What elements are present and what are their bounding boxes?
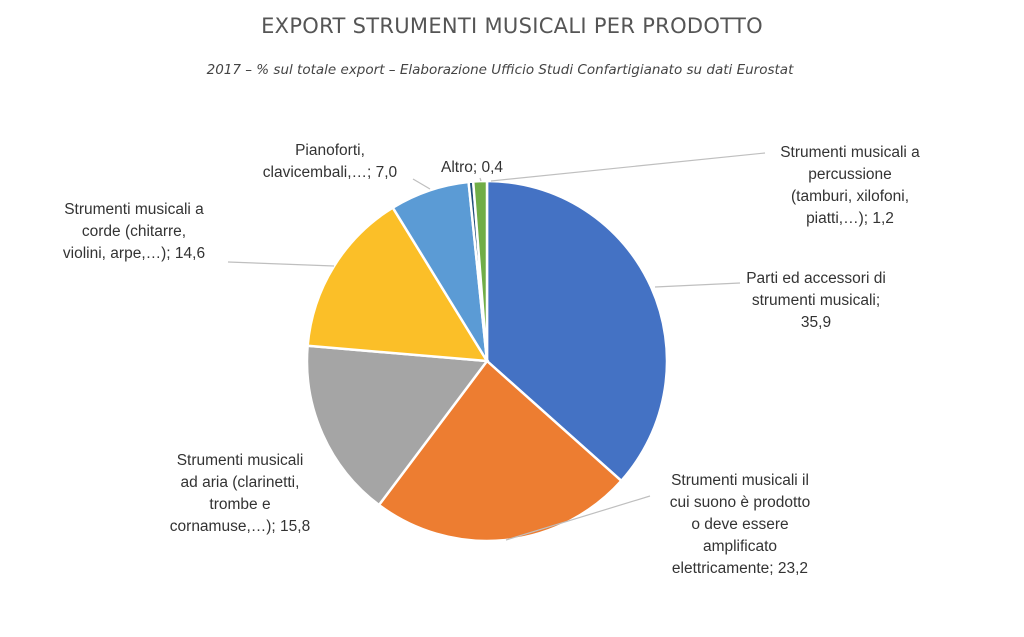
leader-line — [412, 178, 431, 190]
chart-subtitle: 2017 – % sul totale export – Elaborazion… — [206, 62, 794, 78]
data-label: Strumenti musicali il cui suono è prodott… — [670, 472, 810, 577]
chart-title: EXPORT STRUMENTI MUSICALI PER PRODOTTO — [261, 14, 763, 38]
data-label-line: percussione — [808, 166, 892, 183]
data-label: Strumenti musicali ad aria (clarinetti, tr… — [170, 452, 310, 535]
data-label-line: o deve essere — [691, 516, 788, 533]
data-label-line: cornamuse,…); 15,8 — [170, 518, 310, 535]
data-label-line: Parti ed accessori di — [746, 270, 886, 287]
data-label-line: Strumenti musicali — [177, 452, 304, 469]
data-label-line: (tamburi, xilofoni, — [791, 188, 909, 205]
data-label-line: Altro; 0,4 — [441, 159, 503, 176]
data-label-line: clavicembali,…; 7,0 — [263, 164, 398, 181]
data-label-line: Strumenti musicali il — [671, 472, 809, 489]
pie-slice — [471, 179, 489, 362]
pie-slice — [377, 359, 624, 543]
data-label-line: ad aria (clarinetti, — [181, 474, 300, 491]
data-label: Strumenti musicali a percussione (tamburi,… — [780, 144, 920, 227]
data-label-line: trombe e — [209, 496, 270, 513]
leader-line — [505, 495, 651, 541]
data-label-line: elettricamente; 23,2 — [672, 560, 808, 577]
data-label-line: Pianoforti, — [295, 142, 365, 159]
data-label-line: piatti,…); 1,2 — [806, 210, 894, 227]
leader-line — [490, 152, 766, 182]
data-label-line: Strumenti musicali a — [64, 201, 204, 218]
pie-slice — [305, 344, 490, 507]
data-label-line: strumenti musicali; — [752, 292, 880, 309]
data-label: Pianoforti, clavicembali,…; 7,0 — [263, 142, 398, 181]
leader-line — [227, 261, 335, 267]
data-label-line: cui suono è prodotto — [670, 494, 810, 511]
data-label-line: corde (chitarre, — [82, 223, 186, 240]
data-label-line: violini, arpe,…); 14,6 — [63, 245, 205, 262]
pie-slice — [485, 179, 669, 483]
leader-line — [479, 177, 482, 182]
data-label-line: amplificato — [703, 538, 777, 555]
leader-line — [654, 282, 741, 288]
data-label-line: 35,9 — [801, 314, 831, 331]
data-label-line: Strumenti musicali a — [780, 144, 920, 161]
data-label: Parti ed accessori di strumenti musicali;… — [746, 270, 886, 331]
data-label: Strumenti musicali a corde (chitarre, viol… — [63, 201, 205, 262]
data-label: Altro; 0,4 — [441, 159, 503, 176]
